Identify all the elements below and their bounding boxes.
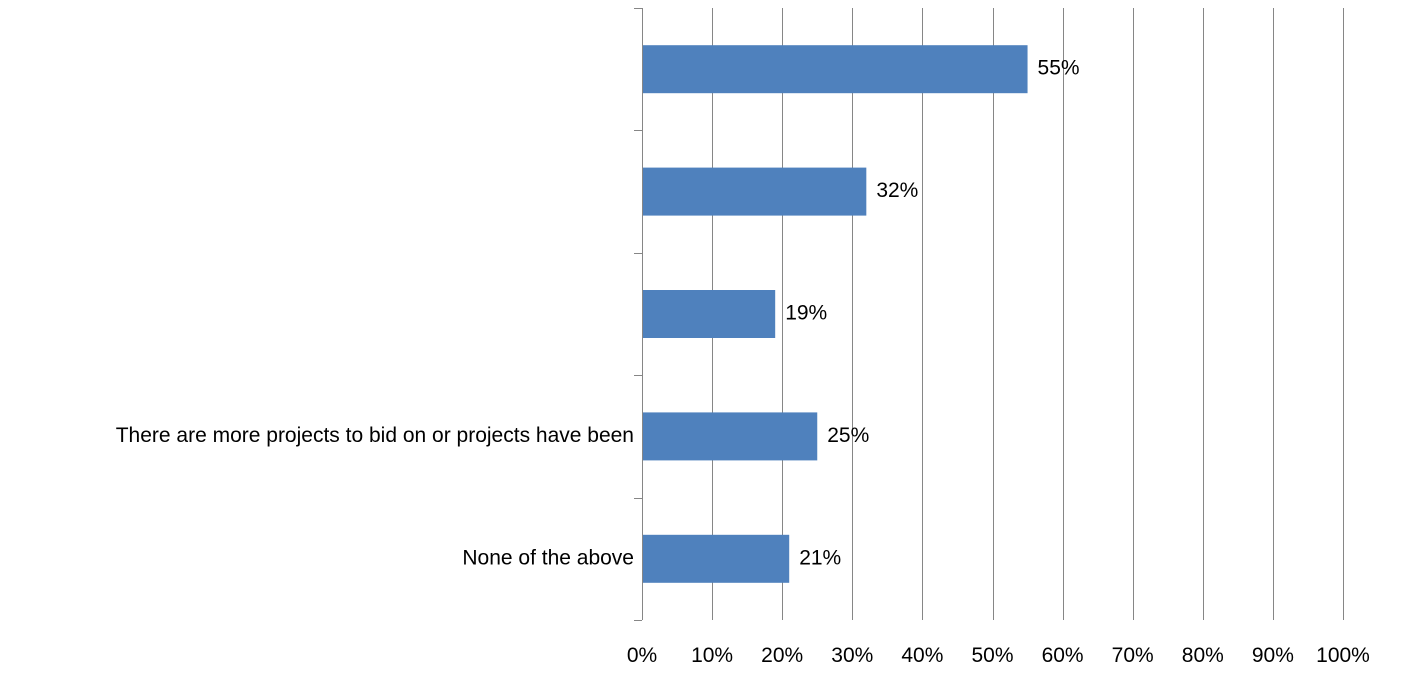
data-label: 55% [1038,57,1080,80]
x-tick-label: 0% [627,644,657,667]
category-labels: There are more projects to bid on or pro… [116,424,634,569]
x-tick-label: 70% [1112,644,1154,667]
x-tick-label: 40% [901,644,943,667]
bar [642,45,1028,94]
x-tick-label: 80% [1182,644,1224,667]
data-label: 25% [827,424,869,447]
x-tick-label: 30% [831,644,873,667]
category-label: There are more projects to bid on or pro… [116,424,634,447]
x-tick-label: 10% [691,644,733,667]
x-tick-label: 20% [761,644,803,667]
category-axis [634,8,643,621]
gridlines [712,8,1344,620]
data-label: 32% [876,179,918,202]
x-tick-labels: 0% 10% 20% 30% 40% 50% 60% 70% 80% 90% 100% [627,644,1370,667]
x-tick-label: 90% [1252,644,1294,667]
data-label: 21% [799,546,841,569]
category-label: None of the above [462,546,634,569]
x-tick-label: 60% [1042,644,1084,667]
bars [642,45,1028,583]
bar [642,290,776,338]
x-tick-label: 50% [971,644,1013,667]
bar [642,534,790,583]
x-tick-label: 100% [1316,644,1370,667]
bar [642,167,867,216]
bar [642,412,818,461]
data-labels: 55% 32% 19% 25% 21% [785,57,1079,570]
data-label: 19% [785,302,827,325]
